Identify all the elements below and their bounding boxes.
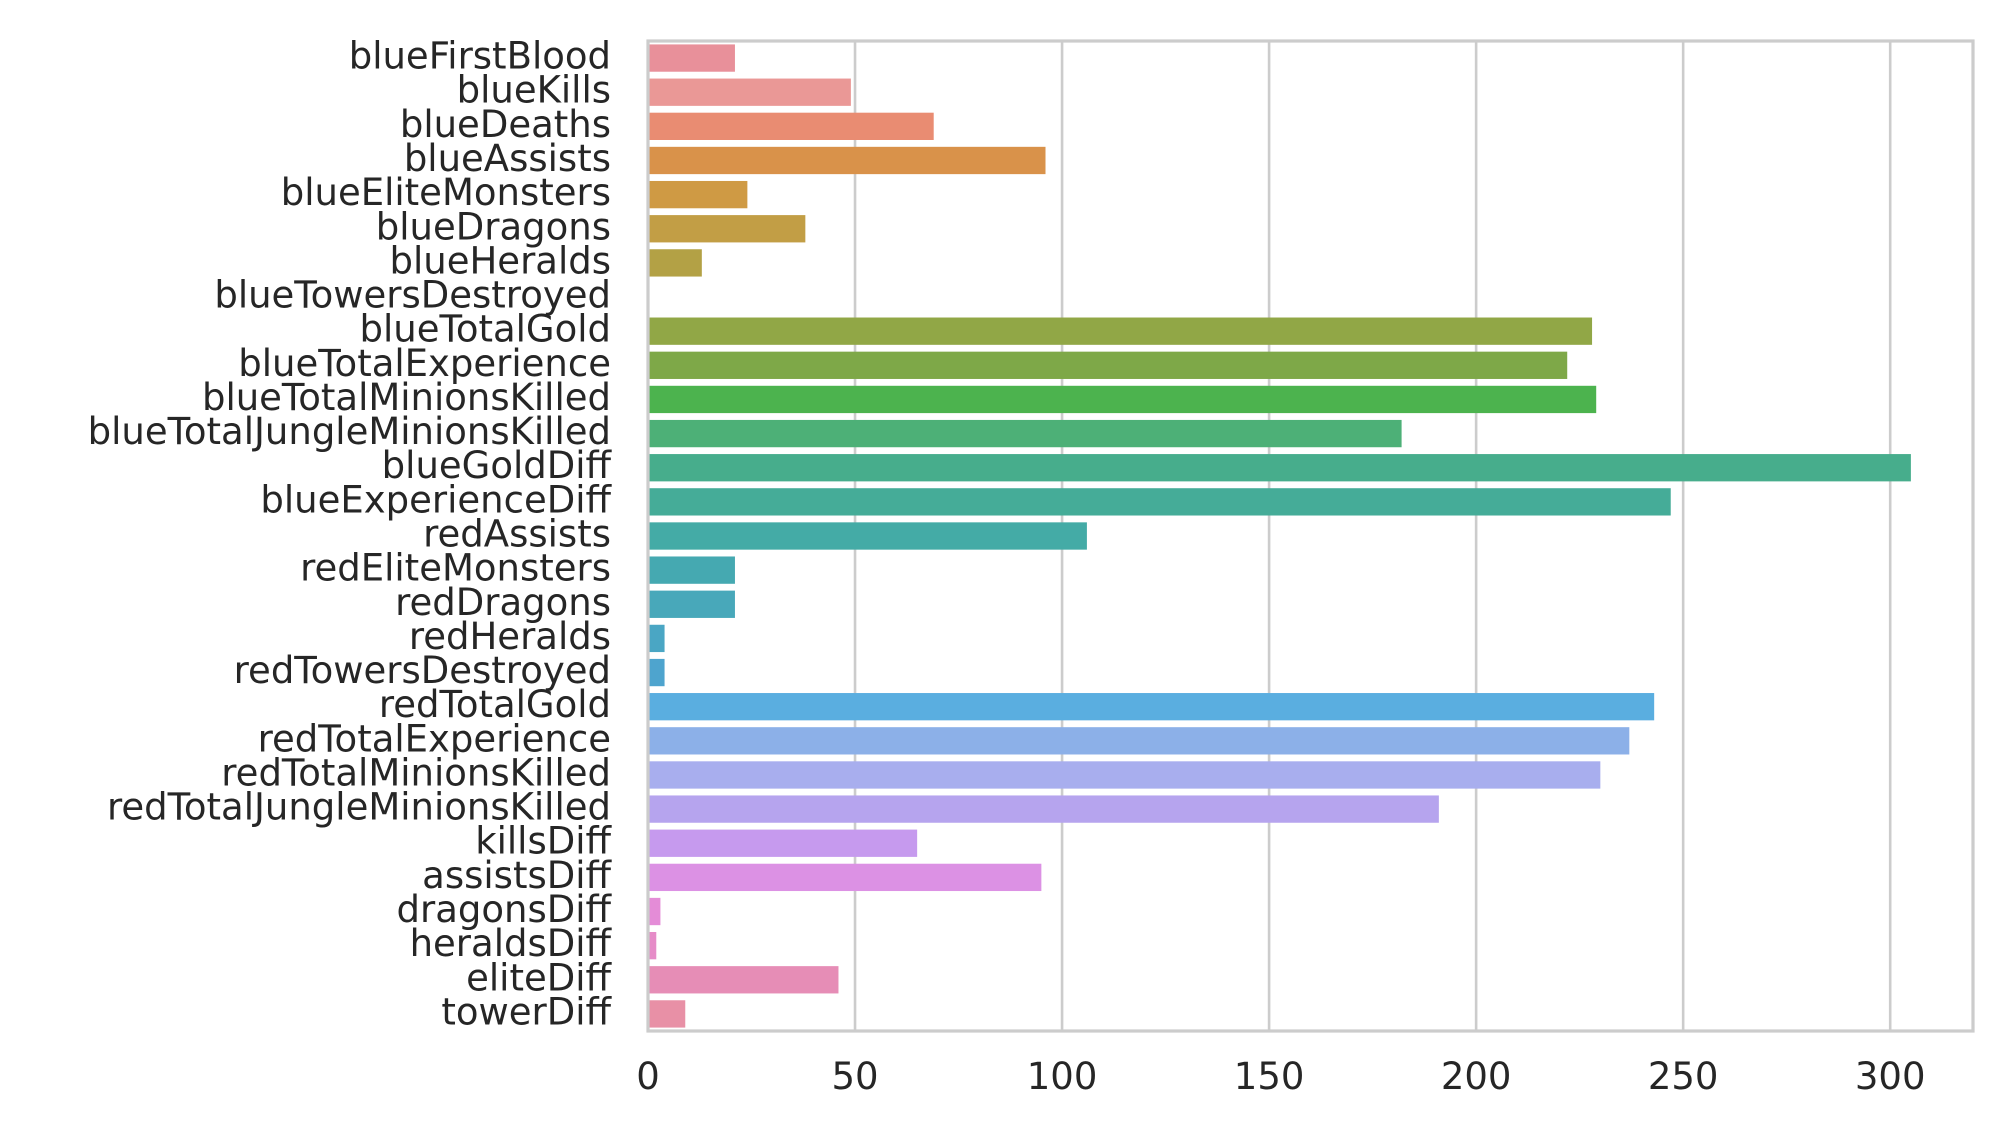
x-tick-label: 50 [831, 1055, 878, 1098]
bar-redTotalGold [648, 693, 1655, 721]
y-tick-label: redEliteMonsters [300, 547, 611, 590]
bar-blueTotalJungleMinionsKilled [648, 419, 1402, 448]
bar-blueAssists [648, 146, 1046, 175]
bar-redHeralds [648, 624, 665, 653]
bar-assistsDiff [648, 863, 1042, 892]
y-tick-label: redDragons [395, 581, 611, 624]
bar-redTotalMinionsKilled [648, 761, 1601, 789]
y-tick-label: blueTotalExperience [238, 342, 611, 385]
y-tick-label: blueAssists [404, 137, 611, 180]
bar-blueTotalExperience [648, 351, 1568, 379]
y-tick-label: blueExperienceDiff [260, 478, 612, 521]
y-tick-label: blueEliteMonsters [281, 171, 611, 214]
y-tick-label: blueTotalJungleMinionsKilled [88, 410, 611, 453]
y-tick-label: blueDragons [376, 205, 611, 248]
y-tick-label: blueTowersDestroyed [214, 274, 611, 317]
bar-blueDragons [648, 215, 806, 243]
y-tick-label: blueTotalMinionsKilled [202, 376, 611, 419]
y-tick-label: blueGoldDiff [382, 444, 613, 487]
bar-blueKills [648, 78, 851, 106]
y-tick-label: towerDiff [441, 990, 612, 1033]
y-tick-label: redTotalGold [379, 683, 611, 726]
y-tick-label: blueKills [457, 69, 611, 112]
x-tick-label: 250 [1648, 1055, 1719, 1098]
bar-blueExperienceDiff [648, 488, 1671, 516]
bar-blueTotalMinionsKilled [648, 385, 1597, 414]
y-tick-label: assistsDiff [422, 854, 612, 897]
bar-dragonsDiff [648, 897, 661, 926]
plot-frame [646, 39, 1975, 1033]
x-tick-label: 200 [1441, 1055, 1512, 1098]
bar-redDragons [648, 590, 735, 618]
bar-killsDiff [648, 829, 918, 857]
y-tick-label: redTotalMinionsKilled [221, 751, 611, 794]
y-tick-label: dragonsDiff [397, 888, 613, 931]
y-tick-label: heraldsDiff [410, 922, 613, 965]
bar-blueTotalGold [648, 317, 1593, 345]
y-tick-label: redHeralds [409, 615, 611, 658]
x-tick-label: 0 [636, 1055, 660, 1098]
bar-redEliteMonsters [648, 556, 735, 584]
y-tick-label: redTotalJungleMinionsKilled [107, 786, 611, 829]
y-tick-label: redTowersDestroyed [234, 649, 611, 692]
y-tick-label: blueHeralds [390, 239, 612, 282]
bar-blueFirstBlood [648, 44, 735, 72]
bar-redTotalExperience [648, 727, 1630, 755]
x-tick-label: 300 [1855, 1055, 1926, 1098]
bar-eliteDiff [648, 966, 839, 994]
y-tick-label: killsDiff [475, 820, 612, 863]
bar-redTowersDestroyed [648, 658, 665, 687]
bar-blueEliteMonsters [648, 180, 748, 209]
x-tick-label: 100 [1027, 1055, 1098, 1098]
y-tick-label: eliteDiff [466, 956, 612, 999]
x-tick-label: 150 [1234, 1055, 1305, 1098]
y-tick-label: redTotalExperience [258, 717, 611, 760]
y-tick-label: redAssists [423, 513, 611, 556]
bar-redAssists [648, 522, 1087, 550]
bar-blueGoldDiff [648, 454, 1911, 482]
y-tick-label: blueDeaths [400, 103, 611, 146]
bar-towerDiff [648, 1000, 686, 1028]
bar-blueDeaths [648, 112, 934, 140]
bar-redTotalJungleMinionsKilled [648, 795, 1439, 823]
y-tick-label: blueTotalGold [360, 308, 611, 351]
bar-blueHeralds [648, 249, 702, 277]
bar-heraldsDiff [648, 932, 657, 960]
y-tick-label: blueFirstBlood [349, 35, 611, 78]
